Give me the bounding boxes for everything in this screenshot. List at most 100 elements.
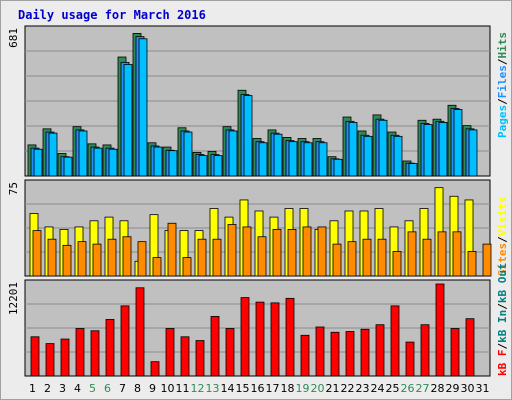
bar-pages-day-7	[123, 64, 133, 177]
bar-kb-day-15	[240, 297, 250, 377]
x-tick-27: 27	[416, 382, 430, 395]
x-tick-10: 10	[161, 382, 175, 395]
legend-visits-sites: Sites/Visits	[496, 197, 509, 277]
panel-visits-sites: 75	[7, 179, 492, 277]
x-tick-1: 1	[29, 382, 36, 395]
bar-sites-day-7	[122, 236, 132, 277]
bar-pages-day-8	[138, 38, 148, 177]
bar-kb-day-17	[270, 302, 280, 377]
bar-pages-day-5	[93, 147, 103, 177]
bar-kb-day-3	[60, 338, 70, 377]
bar-kb-day-16	[255, 301, 265, 377]
bar-kb-day-9	[150, 361, 160, 377]
bar-sites-day-5	[92, 243, 102, 277]
bar-kb-day-18	[285, 297, 295, 377]
bar-sites-day-30	[467, 251, 477, 277]
x-tick-17: 17	[266, 382, 280, 395]
bar-kb-day-20	[315, 326, 325, 377]
x-tick-30: 30	[461, 382, 475, 395]
bar-kb-day-25	[390, 305, 400, 377]
bar-kb-day-8	[135, 287, 145, 377]
y-max-label: 75	[7, 182, 20, 195]
bar-kb-day-30	[465, 318, 475, 377]
bar-sites-day-21	[332, 243, 342, 277]
bar-sites-day-23	[362, 238, 372, 277]
bar-pages-day-30	[468, 129, 478, 177]
bar-kb-day-5	[90, 330, 100, 377]
bar-pages-day-27	[423, 124, 433, 177]
bar-sites-day-15	[242, 226, 252, 277]
chart-title: Daily usage for March 2016	[18, 8, 206, 22]
bar-kb-day-12	[195, 340, 205, 377]
bar-kb-day-19	[300, 334, 310, 377]
bar-kb-day-1	[30, 336, 40, 377]
bar-sites-day-9	[152, 257, 162, 277]
bar-kb-day-27	[420, 324, 430, 377]
bar-sites-day-10	[167, 222, 177, 277]
bar-pages-day-1	[33, 148, 43, 177]
x-tick-31: 31	[476, 382, 490, 395]
bar-pages-day-6	[108, 148, 118, 177]
bar-pages-day-13	[213, 155, 223, 177]
bar-sites-day-2	[47, 238, 57, 277]
x-tick-19: 19	[296, 382, 310, 395]
bar-sites-day-20	[317, 226, 327, 277]
legend-kb: kB F/kB In/kB Out	[496, 263, 509, 376]
x-tick-2: 2	[44, 382, 51, 395]
bar-kb-day-13	[210, 316, 220, 377]
bar-sites-day-25	[392, 251, 402, 277]
x-tick-13: 13	[206, 382, 220, 395]
panel-hits-files-pages: 681	[7, 25, 491, 177]
bar-kb-day-6	[105, 319, 115, 377]
bar-pages-day-9	[153, 146, 163, 177]
bar-sites-day-1	[32, 230, 42, 277]
x-tick-15: 15	[236, 382, 250, 395]
x-tick-23: 23	[356, 382, 370, 395]
bar-pages-day-20	[318, 142, 328, 177]
bar-sites-day-16	[257, 236, 267, 277]
panels: 681 75 12201	[7, 25, 492, 377]
bar-kb-day-14	[225, 328, 235, 377]
x-tick-18: 18	[281, 382, 295, 395]
bar-pages-day-25	[393, 135, 403, 177]
bar-sites-day-28	[437, 231, 447, 277]
x-tick-22: 22	[341, 382, 355, 395]
bar-kb-day-22	[345, 331, 355, 377]
y-max-label: 681	[7, 28, 20, 48]
x-tick-26: 26	[401, 382, 415, 395]
bar-kb-day-23	[360, 328, 370, 377]
bar-pages-day-14	[228, 130, 238, 177]
x-tick-25: 25	[386, 382, 400, 395]
bar-sites-day-31	[482, 243, 492, 277]
bar-pages-day-11	[183, 131, 193, 177]
bar-sites-day-24	[377, 238, 387, 277]
x-tick-11: 11	[176, 382, 190, 395]
bar-pages-day-23	[363, 135, 373, 177]
bar-kb-day-2	[45, 343, 55, 377]
bar-pages-day-21	[333, 158, 343, 177]
x-tick-21: 21	[326, 382, 340, 395]
bar-kb-day-11	[180, 336, 190, 377]
bar-pages-day-17	[273, 133, 283, 177]
bar-sites-day-4	[77, 241, 87, 277]
bar-pages-day-10	[168, 150, 178, 177]
x-tick-3: 3	[59, 382, 66, 395]
bar-pages-day-28	[438, 122, 448, 177]
bar-sites-day-29	[452, 231, 462, 277]
bar-pages-day-15	[243, 95, 253, 177]
bar-pages-day-26	[408, 163, 418, 177]
x-tick-12: 12	[191, 382, 205, 395]
x-tick-4: 4	[74, 382, 81, 395]
bar-pages-day-29	[453, 109, 463, 177]
x-tick-7: 7	[119, 382, 126, 395]
bar-sites-day-6	[107, 238, 117, 277]
x-tick-5: 5	[89, 382, 96, 395]
bar-kb-day-24	[375, 324, 385, 377]
panel-kb: 12201	[7, 279, 491, 377]
bar-pages-day-3	[63, 156, 73, 177]
bar-sites-day-13	[212, 238, 222, 277]
bar-sites-day-14	[227, 224, 237, 277]
bar-kb-day-4	[75, 328, 85, 377]
